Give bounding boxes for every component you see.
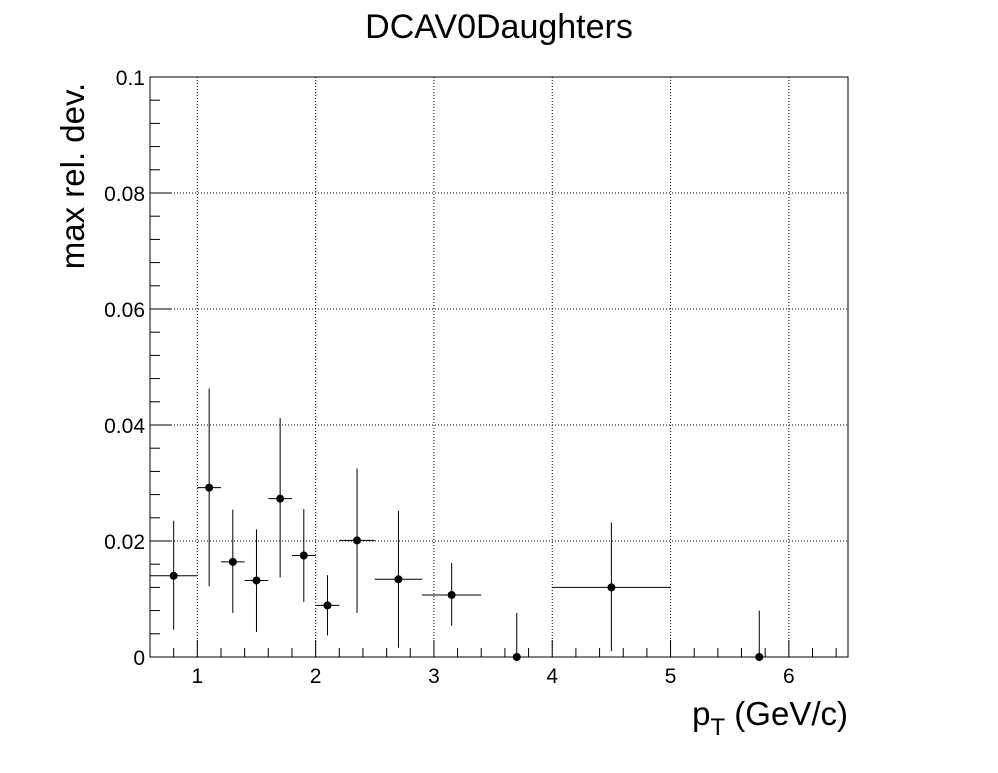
- y-tick-label: 0.1: [116, 67, 145, 90]
- data-point: [374, 510, 423, 648]
- y-axis-title: max rel. dev.: [54, 83, 91, 269]
- plot-frame: [149, 76, 849, 658]
- point-marker: [299, 551, 308, 560]
- point-marker: [205, 483, 214, 492]
- x-tick-label: 5: [665, 665, 677, 688]
- data-points: [150, 388, 848, 661]
- y-tick-label: 0: [133, 647, 145, 670]
- point-marker: [323, 601, 332, 610]
- x-axis-title: pT (GeV/c): [692, 695, 848, 741]
- x-tick-label: 1: [191, 665, 203, 688]
- data-point: [552, 522, 671, 652]
- data-point: [197, 388, 221, 587]
- data-point: [244, 529, 269, 633]
- data-point: [422, 563, 482, 626]
- data-point: [291, 509, 316, 602]
- data-point: [670, 610, 848, 661]
- data-point: [268, 418, 292, 578]
- x-axis-title-sub: T: [710, 714, 725, 741]
- point-marker: [252, 576, 261, 585]
- y-tick-label: 0.04: [104, 415, 145, 438]
- x-tick-label: 4: [546, 665, 558, 688]
- x-axis-title-unit: (GeV/c): [725, 695, 848, 732]
- x-axis-title-main: p: [692, 695, 710, 732]
- data-point: [481, 612, 553, 661]
- data-point: [315, 575, 340, 636]
- point-marker: [169, 571, 178, 580]
- point-marker: [607, 583, 616, 592]
- data-point: [150, 520, 198, 630]
- point-marker: [228, 557, 237, 566]
- x-tick-label: 6: [783, 665, 795, 688]
- data-point: [220, 509, 245, 613]
- axis-ticks: [149, 76, 837, 658]
- point-marker: [353, 536, 362, 545]
- chart-title: DCAV0Daughters: [365, 8, 633, 46]
- data-point: [339, 468, 375, 613]
- point-marker: [276, 494, 285, 503]
- y-tick-label: 0.06: [104, 299, 145, 322]
- point-marker: [447, 590, 456, 599]
- x-tick-label: 3: [428, 665, 440, 688]
- point-marker: [394, 575, 403, 584]
- y-tick-label: 0.08: [104, 183, 145, 206]
- tick-labels: 1 2 3 4 5 6 0 0.02 0.04 0.06 0.08 0.1: [104, 67, 795, 688]
- grid: [150, 76, 848, 658]
- y-tick-label: 0.02: [104, 531, 145, 554]
- x-tick-label: 2: [310, 665, 322, 688]
